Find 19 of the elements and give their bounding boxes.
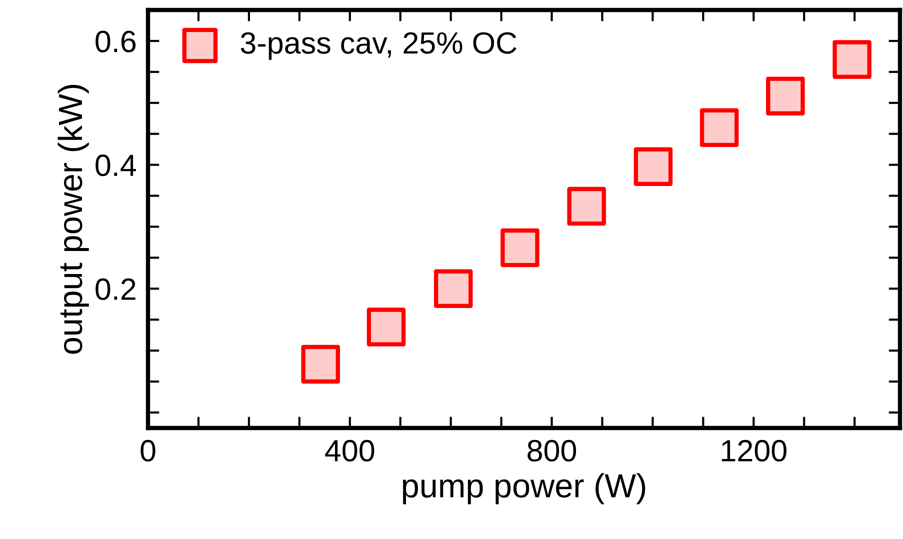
point (434, 269, 473, 308)
point (366, 308, 406, 346)
legend-label: 3-pass cav, 25% OC (240, 32, 516, 60)
y-tick-label: 0.4 (96, 154, 136, 176)
point (634, 147, 673, 186)
x-tick-label: 1200 (722, 440, 786, 462)
point (832, 40, 872, 79)
point (700, 108, 739, 148)
x-tick-label: 0 (140, 440, 156, 462)
point (766, 76, 805, 116)
point (567, 186, 606, 226)
point (500, 228, 540, 268)
y-tick-label: 0.2 (96, 278, 136, 300)
x-tick-label: 400 (325, 440, 374, 462)
x-axis-title: pump power (W) (402, 473, 646, 504)
point (301, 344, 340, 384)
y-axis-title: output power (kW) (58, 84, 89, 354)
x-tick-label: 800 (528, 440, 576, 462)
y-tick-label: 0.6 (96, 30, 136, 52)
